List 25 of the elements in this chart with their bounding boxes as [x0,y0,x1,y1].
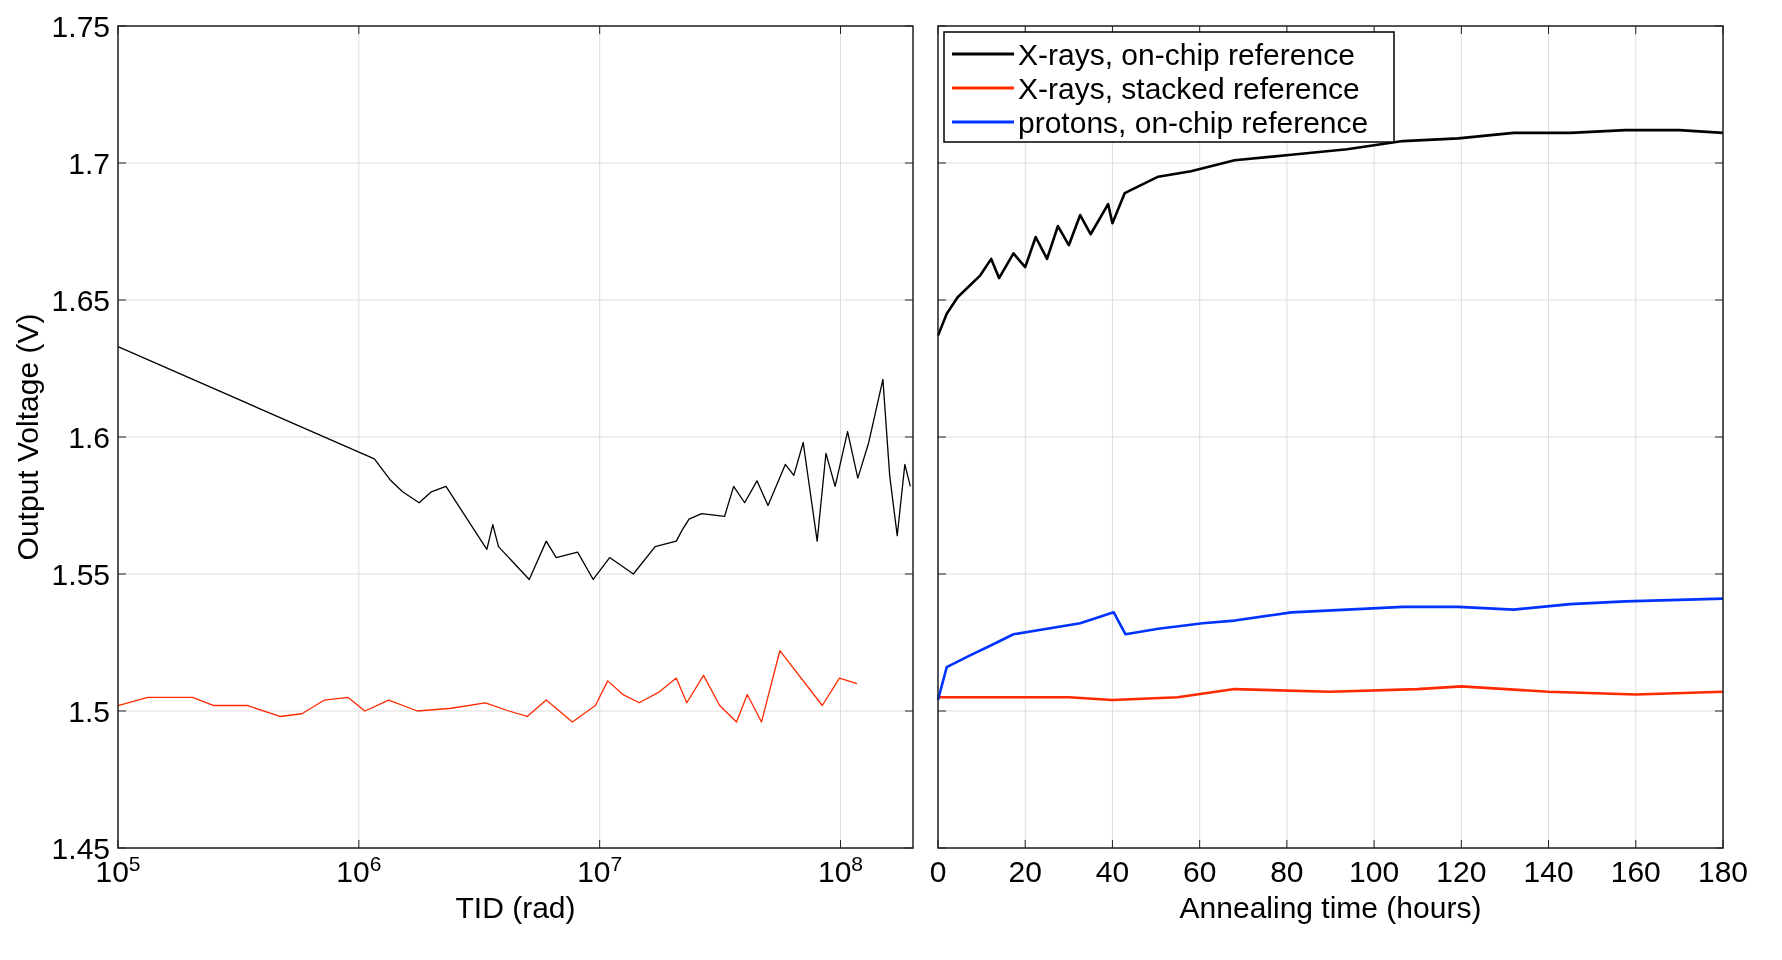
y-tick-label: 1.7 [68,146,110,180]
x-tick-label: 60 [1182,855,1217,888]
x-tick-label: 10$^{7}$ [577,851,623,888]
legend-label: X-rays, on-chip reference [1018,37,1355,71]
legend-label: X-rays, stacked reference [1018,71,1360,105]
y-tick-label: 1.5 [68,694,110,728]
x-tick-label: 20 [1008,855,1042,888]
x-axis-title: Annealing time (hours) [1179,891,1482,924]
x-tick-label: 120 [1436,855,1487,888]
x-axis-title: TID (rad) [455,891,576,924]
y-tick-label: 1.55 [51,557,110,591]
x-tick-label: 40 [1095,855,1130,888]
x-tick-label: 10$^{6}$ [336,851,382,888]
x-tick-label: 160 [1610,855,1661,888]
y-axis-title: Output Voltage (V) [11,313,44,561]
x-tick-label: 80 [1270,855,1304,888]
x-tick-label: 100 [1349,855,1400,888]
x-tick-label: 140 [1523,855,1574,888]
y-tick-label: 1.6 [68,420,110,454]
x-tick-label: 0 [929,855,947,888]
x-tick-label: 180 [1697,855,1749,888]
legend-label: protons, on-chip reference [1018,105,1369,139]
y-tick-label: 1.65 [51,283,110,317]
x-tick-label: 10$^{8}$ [817,851,864,888]
y-tick-label: 1.75 [51,9,110,43]
